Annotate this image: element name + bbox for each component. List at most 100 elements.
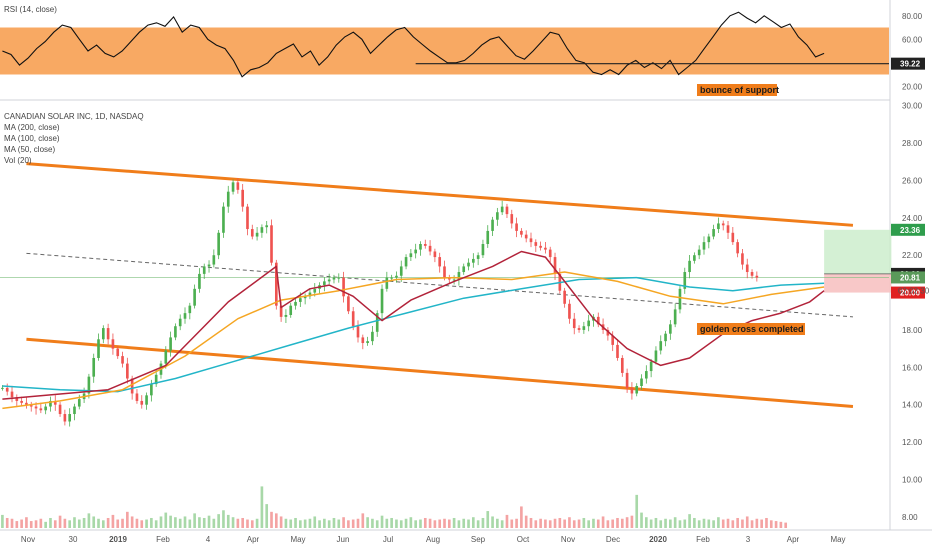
volume-bar (371, 518, 374, 528)
candle-body (553, 257, 557, 274)
volume-bar (77, 519, 81, 528)
time-tick-label: 4 (206, 535, 211, 544)
volume-bar (587, 520, 590, 528)
volume-bar (693, 517, 696, 528)
candle-body (472, 258, 475, 263)
candle-body (351, 311, 355, 327)
candle-body (126, 363, 129, 379)
volume-bar (246, 519, 249, 528)
candle-body (693, 255, 696, 261)
rsi-annotation: bounce of support (700, 85, 779, 95)
volume-bar (601, 516, 605, 528)
volume-bar (318, 520, 321, 528)
volume-bar (126, 511, 129, 528)
candle-body (390, 277, 393, 279)
volume-bar (294, 517, 297, 528)
candle-body (145, 395, 148, 405)
candle-body (510, 214, 514, 224)
candle-body (625, 372, 629, 388)
time-tick-label: Dec (606, 535, 620, 544)
countdown-label: 02:02:30 (898, 286, 930, 295)
candle-body (467, 262, 470, 267)
volume-bar (524, 515, 528, 528)
rsi-label: RSI (14, close) (4, 5, 57, 14)
volume-bar (68, 520, 71, 528)
volume-bar (534, 520, 538, 528)
candle-body (385, 277, 389, 289)
volume-bar (222, 510, 225, 528)
volume-bar (548, 520, 552, 528)
volume-bar (236, 518, 240, 528)
candle-body (616, 344, 619, 358)
volume-bar (399, 520, 403, 528)
candle-body (496, 212, 499, 220)
volume-bar (553, 518, 557, 528)
legend-vol: Vol (20) (4, 156, 32, 165)
volume-bar (390, 517, 393, 528)
volume-bar (486, 511, 490, 528)
volume-bar (10, 518, 14, 528)
candle-body (154, 374, 158, 385)
candle-body (606, 329, 610, 336)
volume-bar (414, 520, 417, 528)
volume-bar (443, 518, 446, 528)
candle-body (289, 305, 293, 315)
time-tick-label: Sep (471, 535, 486, 544)
volume-bar (313, 516, 317, 528)
volume-bar (669, 519, 672, 528)
volume-bar (202, 517, 206, 528)
volume-bar (520, 506, 523, 528)
volume-bar (270, 511, 273, 528)
candle-body (419, 244, 422, 250)
volume-bar (323, 518, 326, 528)
candle-body (202, 266, 206, 274)
volume-bar (510, 519, 514, 528)
volume-bar (505, 514, 509, 528)
volume-bar (688, 514, 691, 528)
candle-body (380, 288, 384, 314)
volume-bar (135, 518, 139, 528)
price-value-tag (891, 223, 925, 236)
volume-bar (606, 520, 610, 528)
candle-body (150, 384, 153, 396)
candle-body (313, 288, 317, 293)
candle-body (524, 234, 528, 239)
rsi-value-text: 39.22 (900, 60, 921, 69)
volume-bar (654, 517, 658, 528)
candle-body (423, 244, 427, 246)
axes: 20.0040.0060.0080.0039.228.0010.0012.001… (21, 12, 930, 544)
candle-body (308, 292, 312, 297)
candle-body (169, 337, 172, 351)
volume-bar (174, 517, 177, 528)
candle-body (63, 414, 67, 422)
volume-bar (640, 512, 643, 528)
candle-body (491, 219, 494, 231)
volume-bar (664, 518, 667, 528)
candle-body (707, 236, 711, 243)
volume-bar (467, 519, 470, 528)
candle-body (500, 206, 504, 213)
candle-body (750, 272, 754, 276)
volume-bar (635, 494, 639, 528)
ma-200-line (2, 276, 825, 393)
volume-bar (39, 518, 43, 528)
candle-body (1, 387, 4, 389)
volume-bar (529, 517, 533, 528)
volume-bar (308, 518, 312, 528)
volume-bar (500, 520, 504, 528)
volume-bar (82, 517, 86, 528)
legend-ma100: MA (100, close) (4, 134, 60, 143)
volume-bar (572, 520, 576, 528)
candle-body (222, 206, 225, 233)
volume-bar (712, 520, 715, 528)
candle-body (399, 266, 403, 276)
volume-bar (404, 518, 408, 528)
volume-bar (44, 521, 47, 528)
volume-bar (145, 519, 148, 528)
candle-body (198, 273, 201, 289)
volume-bar (645, 517, 648, 528)
candle-body (755, 275, 759, 278)
candle-body (347, 296, 350, 312)
price-value-tag (891, 271, 925, 284)
